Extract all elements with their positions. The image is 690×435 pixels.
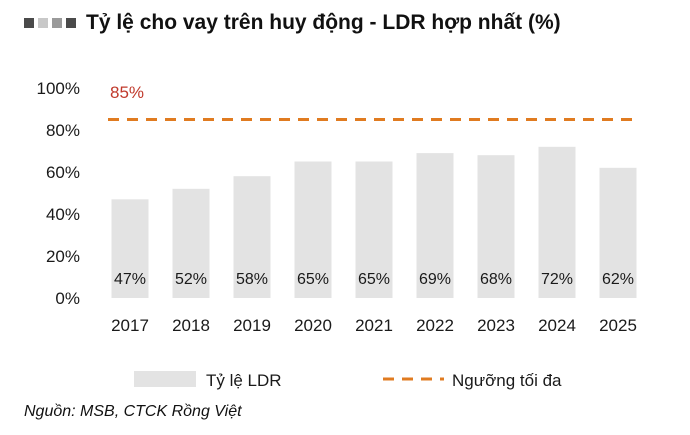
bar: [294, 161, 332, 298]
data-label: 47%: [114, 271, 146, 288]
x-tick-label: 2025: [599, 316, 637, 335]
brand-logo-icon: [24, 18, 76, 28]
y-tick-label: 80%: [46, 121, 80, 140]
bar: [416, 153, 454, 298]
source-note: Nguồn: MSB, CTCK Rồng Việt: [24, 403, 242, 420]
data-label: 62%: [602, 271, 634, 288]
data-label: 65%: [358, 271, 390, 288]
legend-label-ldr: Tỷ lệ LDR: [206, 371, 282, 390]
y-tick-label: 40%: [46, 205, 80, 224]
x-tick-label: 2018: [172, 316, 210, 335]
x-tick-label: 2017: [111, 316, 149, 335]
data-label: 52%: [175, 271, 207, 288]
x-tick-label: 2021: [355, 316, 393, 335]
y-tick-label: 0%: [55, 289, 80, 308]
y-tick-label: 100%: [37, 79, 80, 98]
x-tick-label: 2024: [538, 316, 576, 335]
data-label: 69%: [419, 271, 451, 288]
bar: [355, 161, 393, 298]
threshold-label: 85%: [110, 83, 144, 102]
bar: [172, 188, 210, 298]
bar-chart: 0% 20% 40% 60% 80% 100% 47% 2017 52% 2018 58% 2019 6…: [37, 79, 640, 390]
x-tick-label: 2023: [477, 316, 515, 335]
y-tick-label: 60%: [46, 163, 80, 182]
data-label: 72%: [541, 271, 573, 288]
legend-label-threshold: Ngưỡng tối đa: [452, 371, 562, 390]
bar: [477, 155, 515, 298]
title-area: Tỷ lệ cho vay trên huy động - LDR hợp nh…: [24, 8, 561, 38]
x-tick-label: 2022: [416, 316, 454, 335]
legend-bar-swatch: [134, 371, 196, 387]
bar: [233, 176, 271, 298]
y-tick-label: 20%: [46, 247, 80, 266]
bar: [538, 146, 576, 298]
bar: [111, 199, 149, 298]
x-tick-label: 2020: [294, 316, 332, 335]
x-tick-label: 2019: [233, 316, 271, 335]
chart-title: Tỷ lệ cho vay trên huy động - LDR hợp nh…: [86, 11, 561, 34]
bar: [599, 167, 637, 298]
data-label: 58%: [236, 271, 268, 288]
data-label: 65%: [297, 271, 329, 288]
data-label: 68%: [480, 271, 512, 288]
